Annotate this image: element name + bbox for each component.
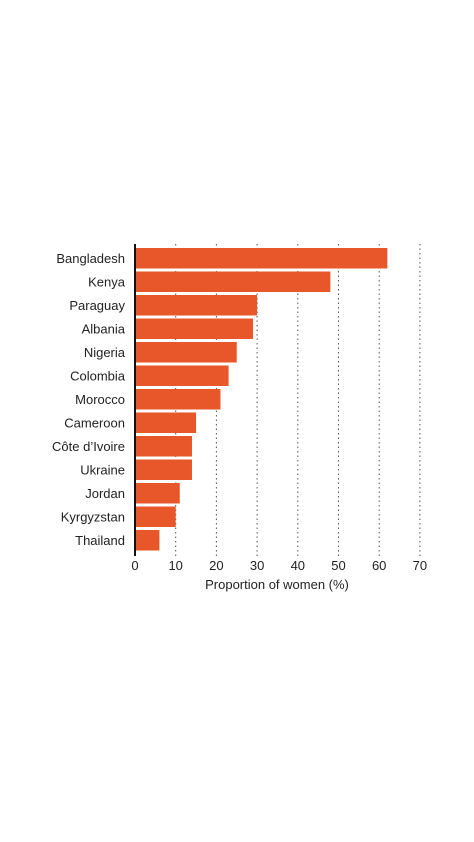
bar-colombia [135,365,229,386]
x-tick-label: 0 [131,558,138,573]
category-label: Côte d’Ivoire [52,439,125,454]
category-label: Bangladesh [56,251,125,266]
bar-cameroon [135,412,197,433]
category-label: Albania [82,321,126,336]
x-tick-label: 50 [331,558,345,573]
bar-paraguay [135,295,258,316]
category-labels: Bangladesh Kenya Paraguay Albania Nigeria Col… [52,251,126,548]
bar-kenya [135,271,331,292]
x-tick-label: 10 [168,558,182,573]
x-tick-label: 20 [209,558,223,573]
category-label: Cameroon [64,415,125,430]
category-label: Jordan [85,486,125,501]
bar-c-te-d-ivoire [135,436,192,457]
bar-jordan [135,483,180,504]
bars [135,248,388,551]
x-tick-labels: 0 10 20 30 40 50 60 70 [131,558,427,573]
bar-albania [135,318,254,339]
bar-morocco [135,389,221,410]
bar-ukraine [135,459,192,480]
category-label: Thailand [75,533,125,548]
x-tick-label: 70 [413,558,427,573]
bar-thailand [135,530,160,551]
category-label: Kenya [88,274,126,289]
x-tick-label: 30 [250,558,264,573]
bar-bangladesh [135,248,388,269]
x-tick-label: 60 [372,558,386,573]
bar-nigeria [135,342,237,363]
category-label: Morocco [75,392,125,407]
category-label: Paraguay [69,298,125,313]
bar-kyrgyzstan [135,506,176,527]
category-label: Ukraine [80,462,125,477]
category-label: Kyrgyzstan [61,509,125,524]
category-label: Colombia [70,368,126,383]
category-label: Nigeria [84,345,126,360]
x-tick-label: 40 [291,558,305,573]
x-axis-title: Proportion of women (%) [205,577,349,592]
